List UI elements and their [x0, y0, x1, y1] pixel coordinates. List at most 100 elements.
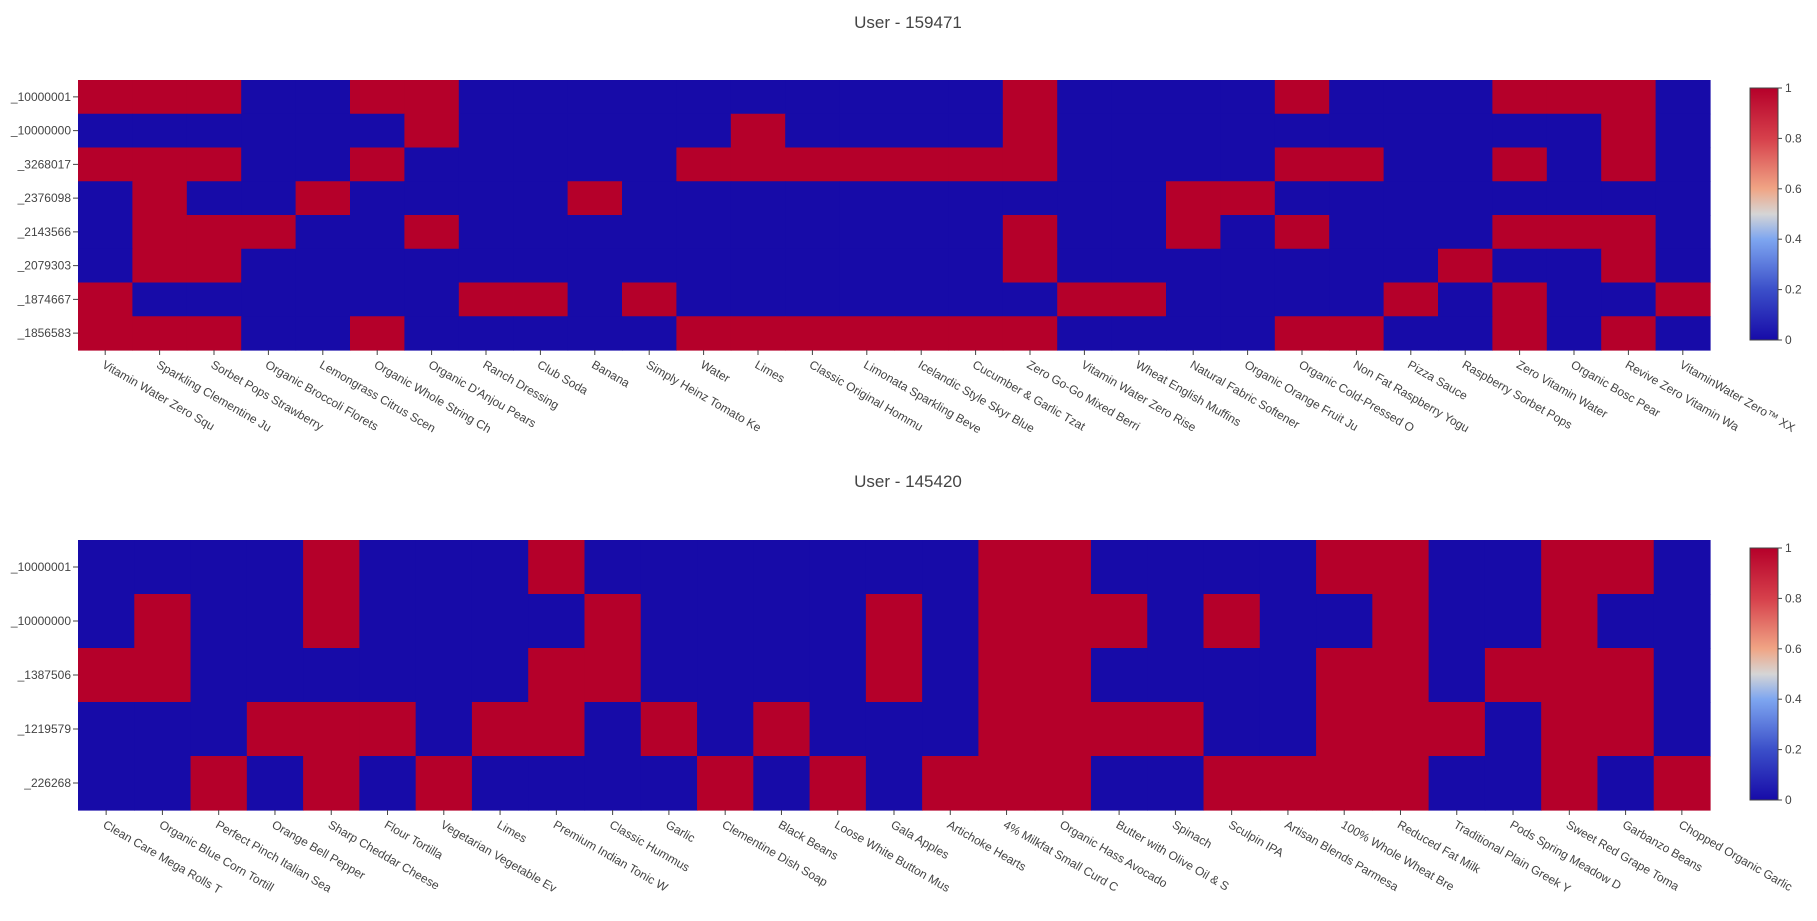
heatmap-cell — [894, 80, 949, 115]
heatmap-cell — [1147, 756, 1205, 811]
heatmap-cell — [1492, 215, 1548, 250]
heatmap-cell — [1203, 702, 1261, 757]
heatmap-cell — [404, 282, 460, 317]
heatmap-cell — [697, 648, 754, 703]
heatmap-cell — [134, 540, 192, 595]
heatmap-cell — [295, 215, 351, 250]
y-axis: _10000001 _10000000 _1387506 _1219579 _22626… — [10, 560, 78, 790]
heatmap-cell — [1220, 181, 1276, 216]
heatmap-cell — [1220, 248, 1276, 284]
heatmap-cell — [415, 648, 473, 703]
heatmap-cell — [1329, 215, 1385, 250]
heatmap-cell — [186, 282, 242, 317]
heatmap-cell — [1034, 648, 1092, 703]
heatmap-cell — [948, 147, 1004, 182]
heatmap-cell — [1597, 540, 1655, 595]
heatmap-cell — [584, 756, 642, 811]
x-tick-label: Clementine Dish Soap — [720, 817, 831, 889]
heatmap-cell — [1653, 702, 1711, 757]
heatmap-cell — [186, 215, 242, 250]
heatmap-cell — [1601, 113, 1657, 149]
heatmap-cell — [1002, 248, 1058, 284]
heatmap-cell — [246, 594, 304, 649]
heatmap-cell — [1111, 80, 1167, 115]
heatmap-cell — [295, 282, 351, 317]
heatmap-cell — [567, 147, 623, 182]
heatmap-cell — [186, 181, 242, 216]
heatmap-cell — [1274, 316, 1330, 351]
heatmap-cell — [1372, 594, 1430, 649]
colorbar-tick-label: 0.6 — [1785, 642, 1802, 656]
heatmap-cell — [567, 80, 623, 115]
heatmap-cell — [350, 113, 405, 149]
colorbar-tick-label: 0.8 — [1785, 591, 1802, 605]
x-tick-label: Sculpin IPA — [1226, 817, 1286, 860]
heatmap-cell — [241, 282, 297, 317]
heatmap-cell — [513, 80, 569, 115]
heatmap-cell — [415, 594, 473, 649]
heatmap-cell — [730, 80, 786, 115]
y-tick-label: _2143566 — [17, 225, 72, 239]
heatmap-cell — [1653, 648, 1711, 703]
heatmap-cell — [1383, 282, 1439, 317]
heatmap-cell — [697, 756, 754, 811]
heatmap-cell — [513, 316, 569, 351]
heatmap-cell — [415, 756, 473, 811]
heatmap-cell — [132, 316, 188, 351]
heatmap-cell — [1166, 316, 1221, 351]
heatmap-cell — [1147, 702, 1205, 757]
heatmap-cell — [132, 282, 188, 317]
heatmap-cell — [1438, 181, 1493, 216]
heatmap-cell — [567, 181, 623, 216]
colorbar-tick-label: 1 — [1785, 81, 1792, 95]
heatmap-cell — [1329, 282, 1385, 317]
heatmap-cell — [1147, 540, 1205, 595]
heatmap-cell — [1166, 282, 1221, 317]
heatmap-cell — [1601, 215, 1657, 250]
heatmap-cell — [1259, 594, 1317, 649]
heatmap-cell — [697, 594, 754, 649]
heatmap-cell — [241, 113, 297, 149]
heatmap-cell — [1601, 181, 1657, 216]
heatmap-cell — [359, 540, 417, 595]
heatmap-cell — [1203, 594, 1261, 649]
heatmap-cell — [78, 147, 133, 182]
heatmap-cell — [134, 594, 192, 649]
heatmap-cell — [1111, 316, 1167, 351]
heatmap-cell — [471, 594, 529, 649]
heatmap-cell — [809, 594, 867, 649]
heatmap-cell — [186, 80, 242, 115]
heatmap-cell — [1329, 181, 1385, 216]
heatmap-cell — [78, 756, 135, 811]
heatmap-cell — [1274, 147, 1330, 182]
heatmap-cell — [622, 215, 677, 250]
heatmap-cell — [1541, 540, 1599, 595]
heatmap-cell — [1655, 181, 1711, 216]
colorbar-tick-label: 0.2 — [1785, 283, 1802, 297]
colorbar-tick-label: 0.2 — [1785, 743, 1802, 757]
heatmap-cell — [584, 540, 642, 595]
heatmap-cell — [134, 648, 192, 703]
heatmap-cell — [458, 147, 514, 182]
heatmap-cell — [132, 113, 188, 149]
heatmap-cell — [1546, 282, 1602, 317]
y-tick-label: _1856583 — [17, 326, 72, 340]
heatmap-cell — [1034, 702, 1092, 757]
heatmap-cell — [132, 147, 188, 182]
heatmap-cell — [948, 80, 1004, 115]
heatmap-cell — [584, 702, 642, 757]
heatmap-cell — [1655, 80, 1711, 115]
heatmap-cell — [1372, 648, 1430, 703]
heatmap-cell — [622, 248, 677, 284]
heatmap-cell — [1383, 316, 1439, 351]
heatmap-cell — [1546, 215, 1602, 250]
heatmap-cell — [730, 282, 786, 317]
heatmap-cell — [303, 648, 360, 703]
heatmap-panel-user-159471: User - 159471 _10000001 _10000000 _3268017… — [10, 13, 1802, 436]
heatmap-cell — [1546, 147, 1602, 182]
heatmap-cell — [922, 702, 980, 757]
heatmap-cell — [865, 648, 923, 703]
heatmap-cell — [246, 648, 304, 703]
